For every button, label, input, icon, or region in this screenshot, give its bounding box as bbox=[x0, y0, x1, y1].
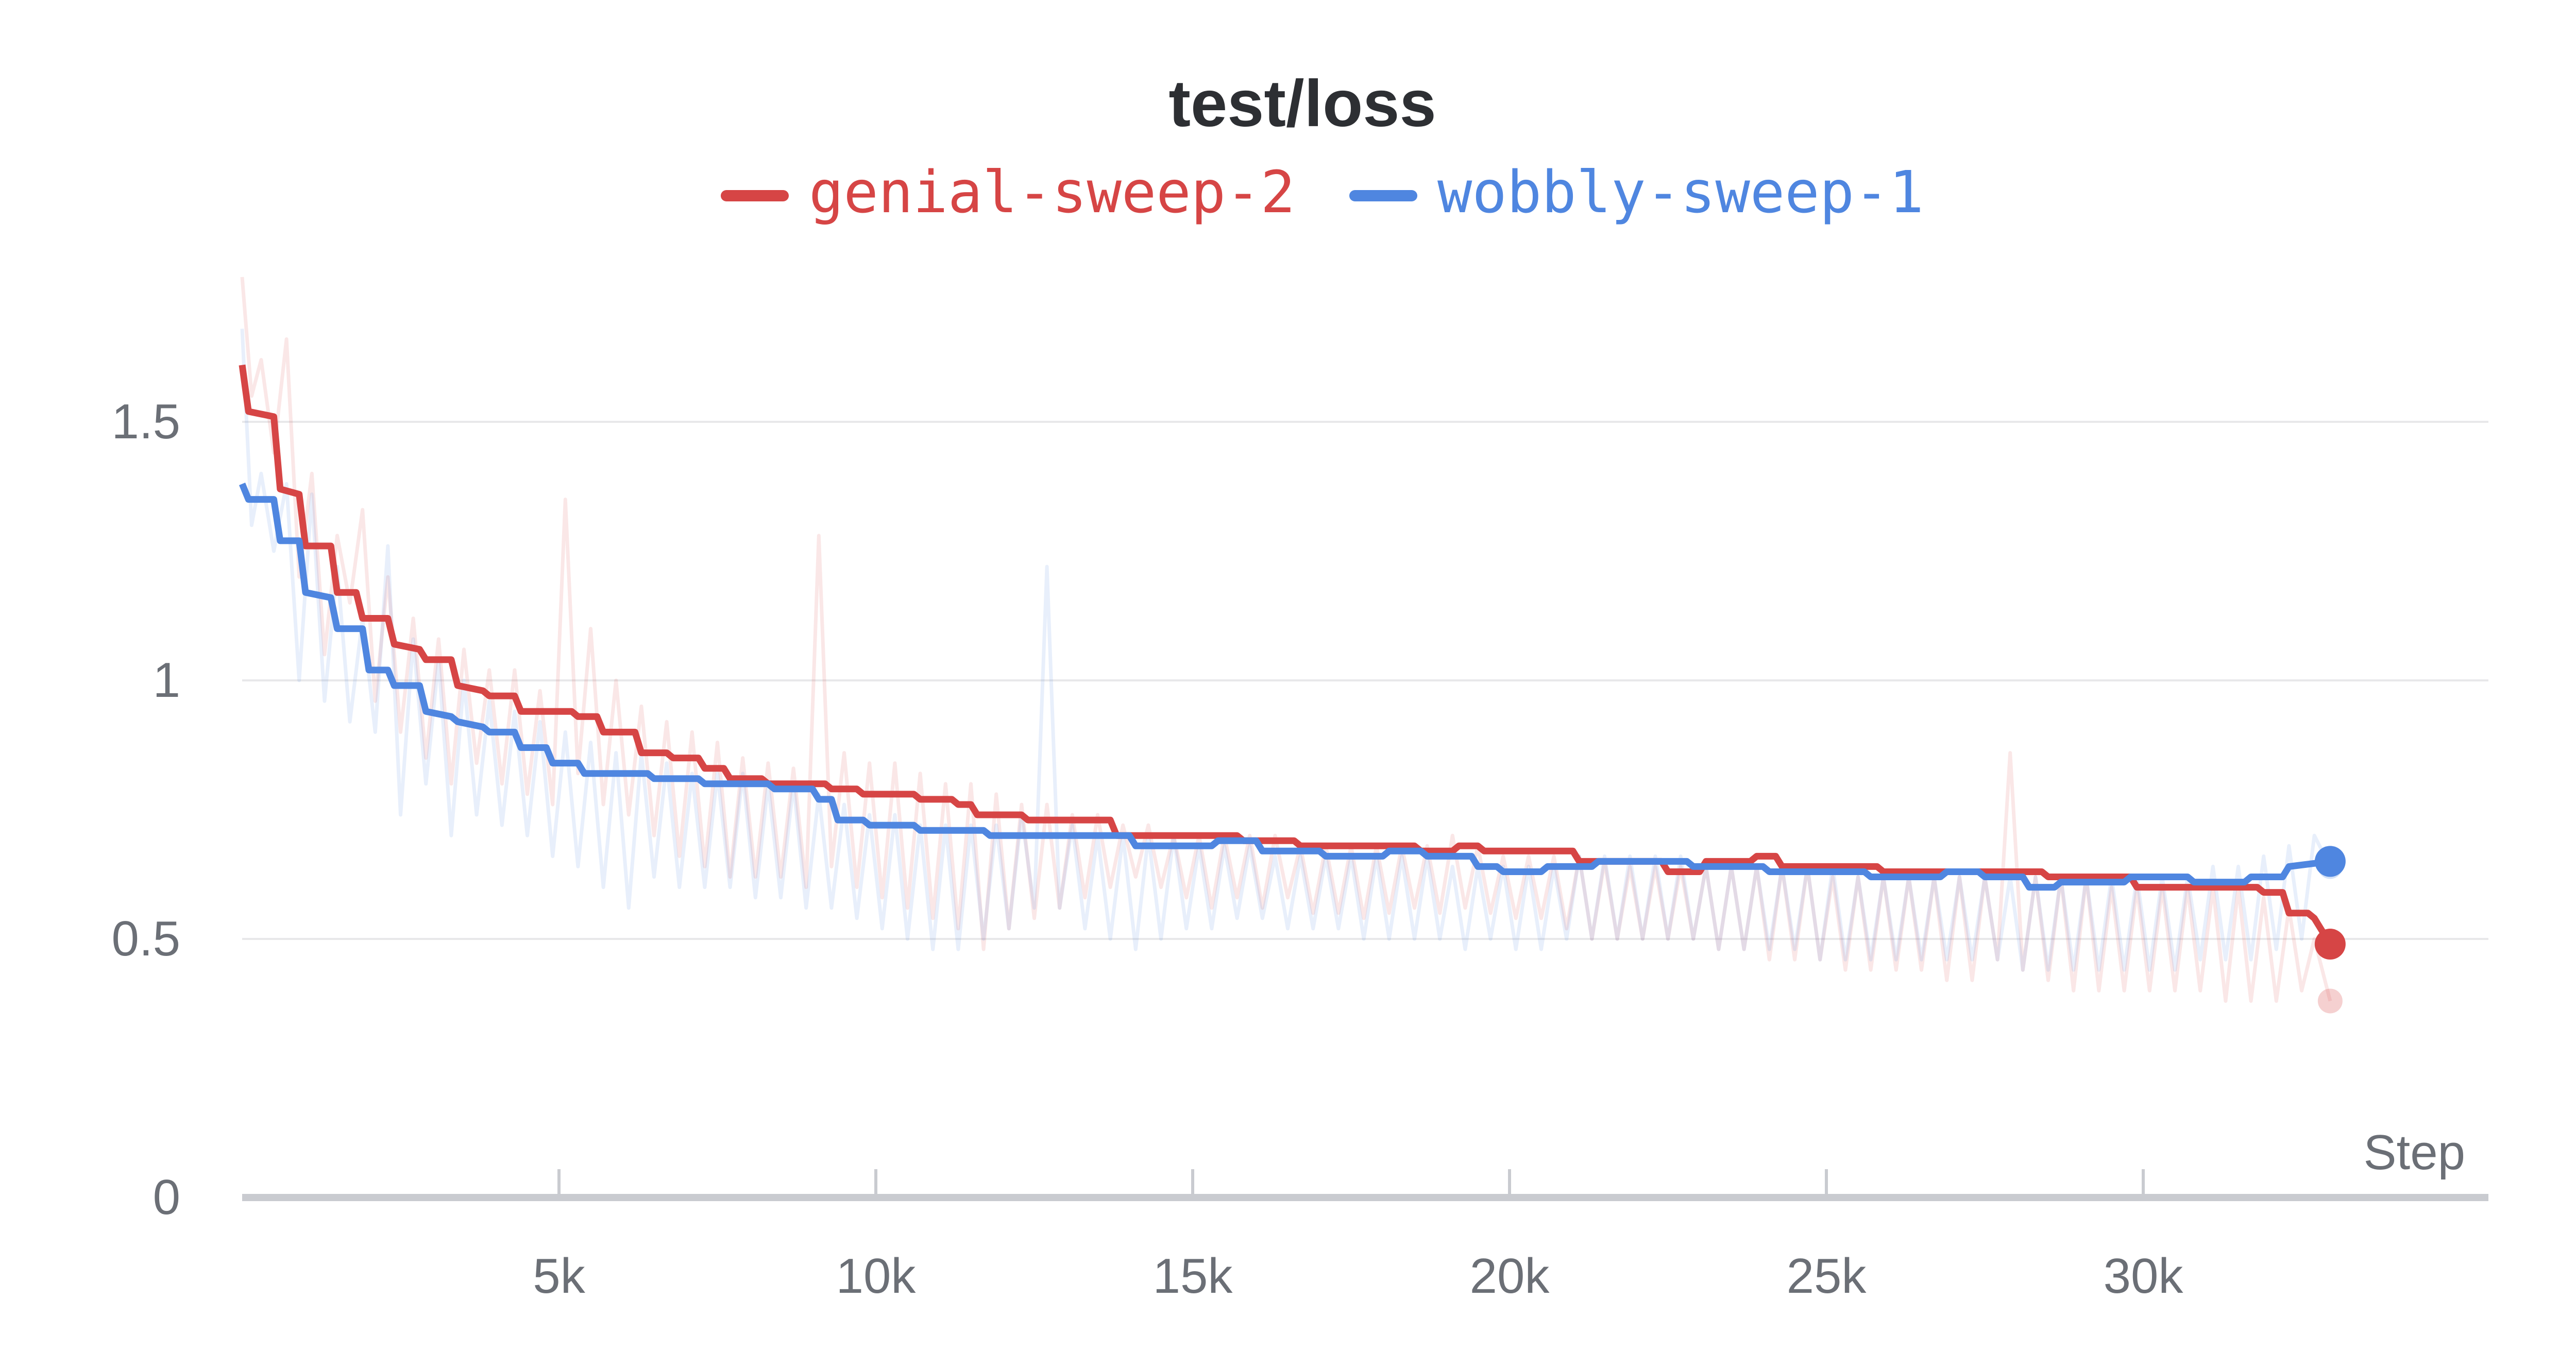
series-raw-line-wobbly-sweep-1 bbox=[240, 329, 2332, 972]
legend[interactable]: genial-sweep-2 wobbly-sweep-1 bbox=[721, 159, 1924, 226]
x-tick-label: 15k bbox=[1153, 1249, 1233, 1304]
gridlines bbox=[242, 421, 2488, 940]
series-line-wobbly-sweep-1[interactable] bbox=[239, 483, 2331, 891]
series-raw-line-genial-sweep-2 bbox=[240, 277, 2332, 1003]
smoothed-series-layer[interactable] bbox=[239, 364, 2346, 960]
x-tick-label: 10k bbox=[836, 1249, 917, 1304]
x-tick-label: 5k bbox=[533, 1249, 585, 1304]
legend-label: genial-sweep-2 bbox=[809, 159, 1295, 226]
legend-item-genial-sweep-2[interactable]: genial-sweep-2 bbox=[721, 159, 1295, 226]
y-tick-label: 1 bbox=[153, 653, 180, 708]
y-tick-label: 0.5 bbox=[112, 911, 180, 966]
series-line-genial-sweep-2[interactable] bbox=[239, 364, 2333, 946]
y-axis-ticks: 0 0.5 1 1.5 bbox=[112, 394, 180, 1225]
x-axis-ticks: 5k 10k 15k 20k 25k 30k bbox=[533, 1169, 2183, 1304]
series-end-point-genial-sweep-2[interactable] bbox=[2314, 929, 2346, 960]
x-tick-label: 20k bbox=[1470, 1249, 1550, 1304]
x-axis-label: Step bbox=[2364, 1125, 2465, 1180]
series-end-point-wobbly-sweep-1[interactable] bbox=[2314, 846, 2346, 877]
x-tick-label: 25k bbox=[1787, 1249, 1867, 1304]
legend-item-wobbly-sweep-1[interactable]: wobbly-sweep-1 bbox=[1349, 159, 1924, 226]
y-tick-label: 0 bbox=[153, 1170, 180, 1225]
chart-title: test/loss bbox=[1168, 67, 1436, 141]
y-tick-label: 1.5 bbox=[112, 394, 180, 449]
x-tick-label: 30k bbox=[2104, 1249, 2184, 1304]
series-raw-end-point-genial-sweep-2 bbox=[2317, 988, 2343, 1014]
legend-label: wobbly-sweep-1 bbox=[1437, 159, 1924, 226]
